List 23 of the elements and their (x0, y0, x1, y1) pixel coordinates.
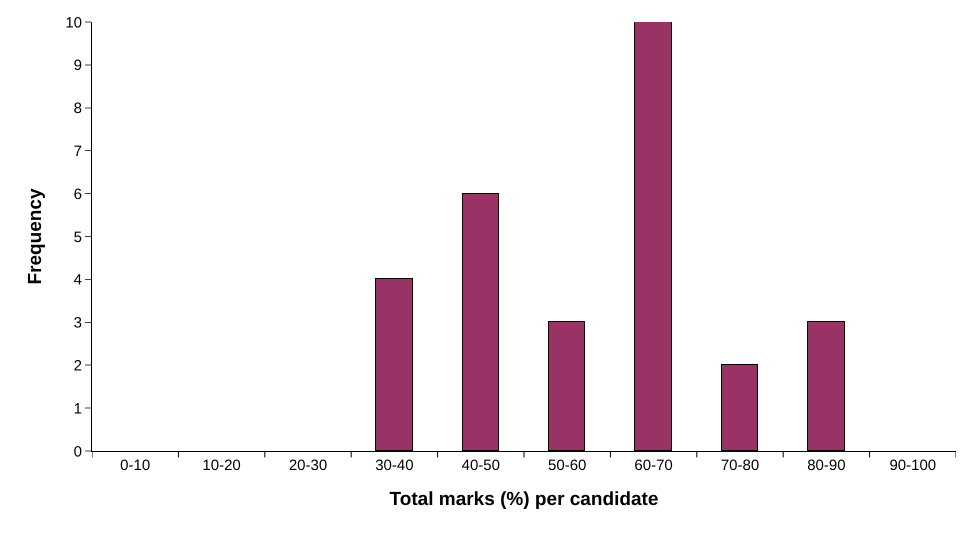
y-tick-label: 1 (74, 400, 82, 418)
x-axis-title: Total marks (%) per candidate (390, 488, 658, 510)
x-tick-label: 0-10 (120, 457, 150, 474)
x-tick-label: 80-90 (807, 457, 846, 474)
y-axis-title: Frequency (25, 188, 46, 285)
y-tick-label: 10 (65, 14, 82, 32)
x-tick-label: 30-40 (375, 457, 414, 474)
x-tick-label: 40-50 (462, 457, 500, 474)
y-tick-label: 3 (74, 314, 82, 332)
x-tick-label: 20-30 (288, 457, 328, 474)
y-tick-label: 4 (74, 272, 82, 289)
y-tick-label: 2 (74, 357, 82, 374)
x-tick-label: 10-20 (202, 457, 241, 474)
x-tick-label: 70-80 (720, 457, 760, 474)
y-tick-label: 6 (74, 186, 82, 203)
y-tick-label: 0 (74, 443, 82, 460)
x-tick-label: 90-100 (889, 457, 936, 474)
x-tick-label: 60-70 (634, 457, 673, 474)
y-tick-label: 7 (74, 142, 82, 160)
y-tick-label: 8 (74, 100, 82, 118)
x-tick-label: 50-60 (548, 457, 586, 474)
y-tick-label: 9 (74, 57, 82, 74)
y-tick-label: 5 (74, 228, 82, 246)
